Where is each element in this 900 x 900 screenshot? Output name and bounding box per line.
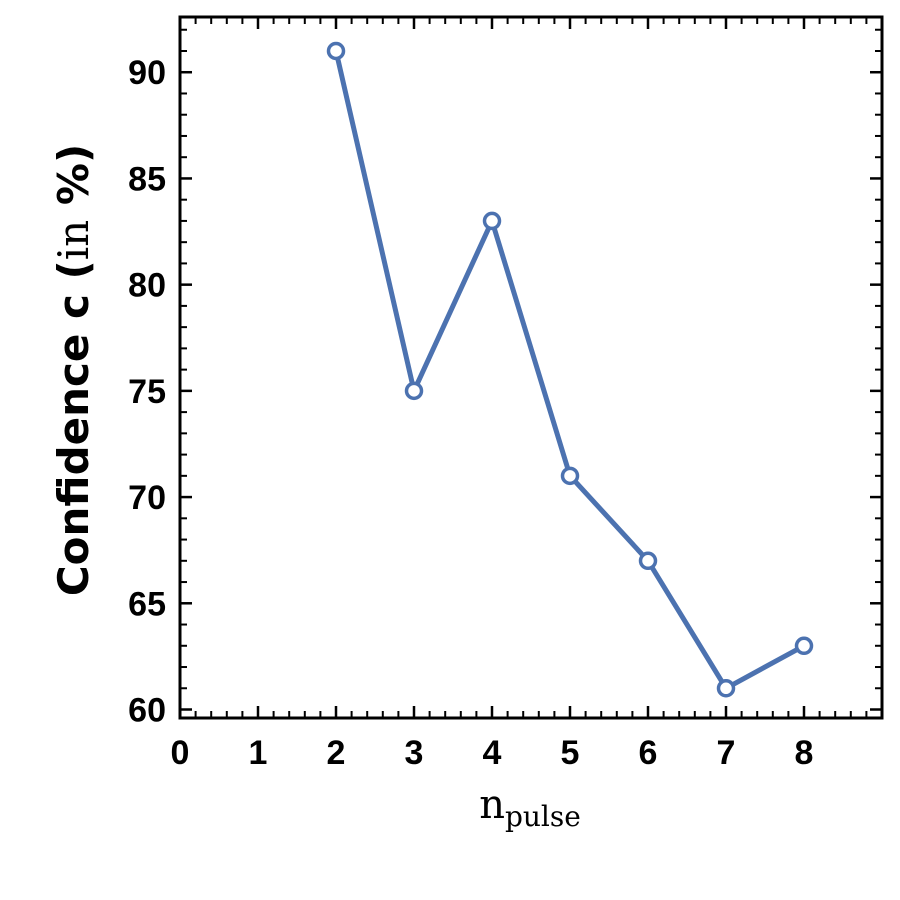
plot-frame (178, 15, 884, 720)
x-tick-label: 6 (639, 734, 658, 772)
y-tick-label: 70 (128, 479, 166, 517)
y-tick-label: 65 (128, 585, 166, 623)
x-tick-label: 1 (249, 734, 268, 772)
series-line (333, 50, 806, 691)
y-tick-label: 80 (128, 267, 166, 305)
y-tick-label: 60 (128, 692, 166, 730)
data-point (560, 466, 580, 486)
data-point (638, 551, 658, 571)
tick-labels: 0 1 2 3 4 5 6 7 8 60 65 70 75 80 85 90 (128, 54, 813, 772)
x-tick-label: 4 (483, 734, 502, 772)
y-tick-label: 90 (128, 54, 166, 92)
data-point (326, 41, 346, 61)
data-series (326, 41, 814, 698)
x-axis-label-subscript: pulse (505, 800, 581, 833)
data-point (404, 381, 424, 401)
data-point (482, 211, 502, 231)
y-tick-label: 75 (128, 373, 166, 411)
x-tick-label: 8 (795, 734, 814, 772)
y-axis-label-end: %) (49, 144, 98, 220)
data-point (794, 636, 814, 656)
major-ticks (178, 17, 882, 718)
x-tick-label: 7 (717, 734, 736, 772)
x-tick-label: 0 (171, 734, 190, 772)
x-tick-label: 2 (327, 734, 346, 772)
x-axis-label-base: n (479, 782, 505, 828)
x-tick-label: 3 (405, 734, 424, 772)
x-tick-label: 5 (561, 734, 580, 772)
y-axis-label-bold: Confidence c ( (49, 260, 98, 596)
x-axis-label: npulse (479, 782, 581, 833)
y-axis-label-roman: in (49, 220, 98, 260)
y-axis-label: Confidence c (in %) (49, 144, 98, 596)
minor-ticks (180, 17, 882, 718)
data-point (716, 679, 736, 698)
y-tick-label: 85 (128, 160, 166, 198)
